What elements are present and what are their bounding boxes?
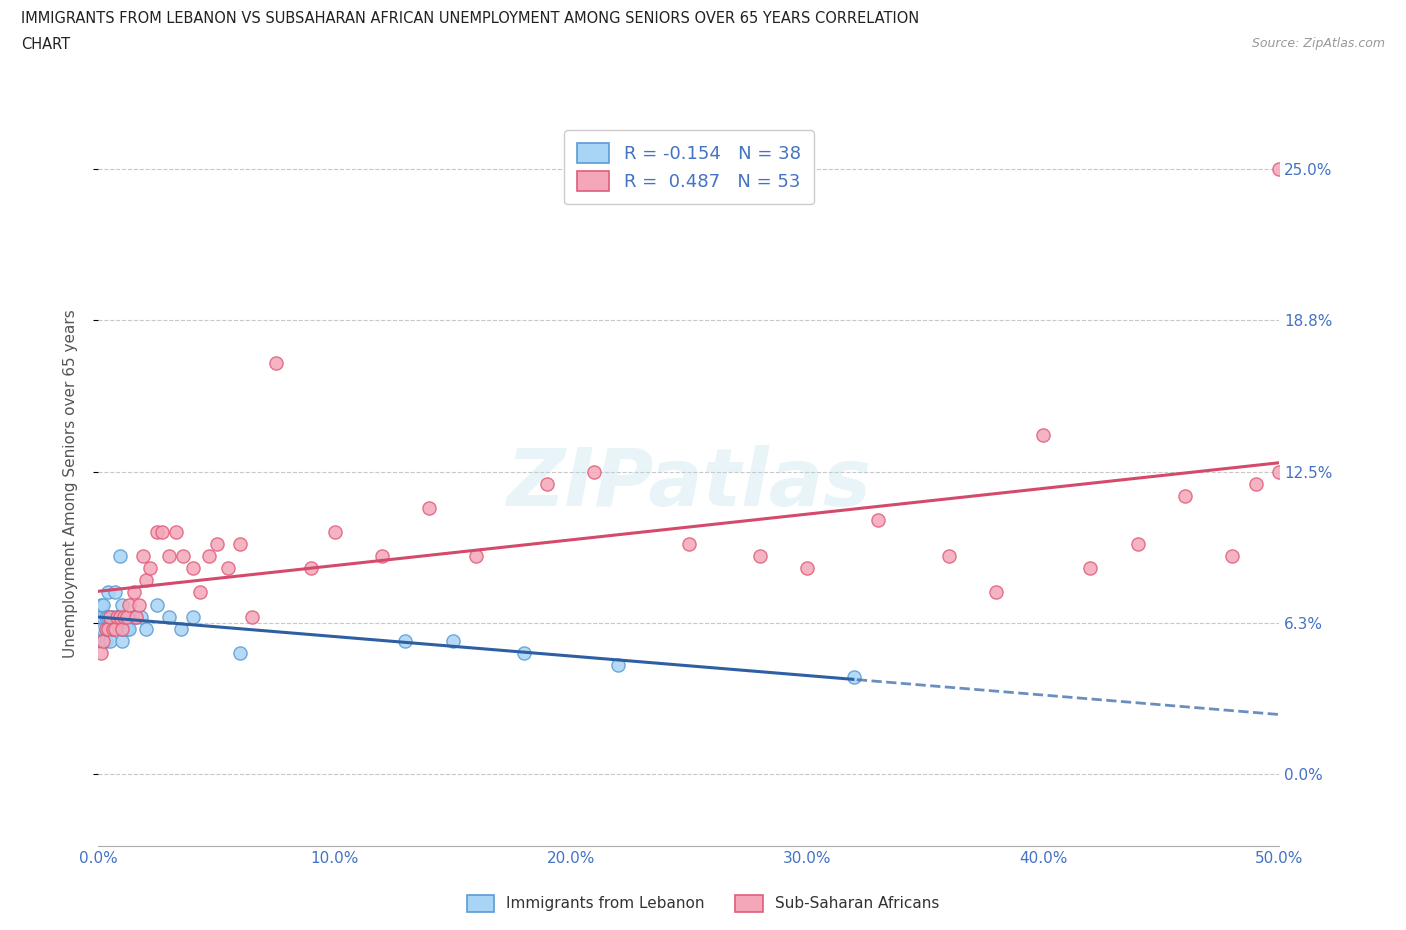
Point bbox=[217, 561, 239, 576]
Point bbox=[97, 621, 120, 636]
Point bbox=[198, 549, 221, 564]
Point bbox=[111, 621, 134, 636]
Point bbox=[111, 621, 134, 636]
Point bbox=[844, 670, 866, 684]
Point bbox=[91, 621, 114, 636]
Point bbox=[1220, 549, 1243, 564]
Point bbox=[512, 645, 534, 660]
Point bbox=[394, 633, 416, 648]
Point bbox=[105, 609, 128, 624]
Point bbox=[115, 609, 138, 624]
Legend: R = -0.154   N = 38, R =  0.487   N = 53: R = -0.154 N = 38, R = 0.487 N = 53 bbox=[564, 130, 814, 205]
Point bbox=[91, 633, 114, 648]
Point bbox=[111, 633, 134, 648]
Point bbox=[299, 561, 322, 576]
Point bbox=[118, 621, 141, 636]
Point bbox=[139, 561, 162, 576]
Point bbox=[90, 597, 112, 612]
Point bbox=[94, 609, 117, 624]
Point bbox=[91, 597, 114, 612]
Point bbox=[1032, 428, 1054, 443]
Point bbox=[118, 597, 141, 612]
Point bbox=[1080, 561, 1102, 576]
Point bbox=[1174, 488, 1197, 503]
Point bbox=[172, 549, 194, 564]
Text: IMMIGRANTS FROM LEBANON VS SUBSAHARAN AFRICAN UNEMPLOYMENT AMONG SENIORS OVER 65: IMMIGRANTS FROM LEBANON VS SUBSAHARAN AF… bbox=[21, 11, 920, 26]
Point bbox=[465, 549, 488, 564]
Point bbox=[188, 585, 211, 600]
Point bbox=[323, 525, 346, 539]
Point bbox=[108, 609, 131, 624]
Point bbox=[122, 585, 145, 600]
Point bbox=[678, 537, 700, 551]
Point bbox=[1268, 162, 1291, 177]
Point bbox=[583, 464, 606, 479]
Point bbox=[98, 609, 121, 624]
Point bbox=[101, 609, 124, 624]
Point bbox=[170, 621, 193, 636]
Point bbox=[418, 500, 440, 515]
Point bbox=[181, 609, 204, 624]
Point bbox=[1126, 537, 1149, 551]
Point bbox=[90, 633, 112, 648]
Point bbox=[90, 645, 112, 660]
Point bbox=[441, 633, 464, 648]
Point bbox=[984, 585, 1007, 600]
Y-axis label: Unemployment Among Seniors over 65 years: Unemployment Among Seniors over 65 years bbox=[63, 309, 77, 658]
Point bbox=[157, 549, 180, 564]
Point bbox=[607, 658, 630, 672]
Point bbox=[94, 621, 117, 636]
Point bbox=[748, 549, 770, 564]
Point bbox=[101, 621, 124, 636]
Point bbox=[146, 597, 169, 612]
Point bbox=[129, 609, 152, 624]
Point bbox=[229, 537, 252, 551]
Point bbox=[128, 597, 150, 612]
Point bbox=[101, 621, 124, 636]
Point bbox=[229, 645, 252, 660]
Point bbox=[94, 621, 117, 636]
Point bbox=[165, 525, 187, 539]
Point bbox=[1268, 464, 1291, 479]
Point bbox=[132, 549, 155, 564]
Point bbox=[91, 609, 114, 624]
Point bbox=[104, 585, 127, 600]
Text: CHART: CHART bbox=[21, 37, 70, 52]
Point bbox=[98, 609, 121, 624]
Point bbox=[938, 549, 960, 564]
Point bbox=[98, 633, 121, 648]
Point bbox=[157, 609, 180, 624]
Point bbox=[104, 621, 127, 636]
Point bbox=[122, 609, 145, 624]
Point bbox=[112, 621, 135, 636]
Point bbox=[97, 609, 120, 624]
Point bbox=[97, 621, 120, 636]
Point bbox=[115, 621, 138, 636]
Point bbox=[135, 621, 157, 636]
Point bbox=[371, 549, 394, 564]
Point bbox=[112, 609, 135, 624]
Point bbox=[150, 525, 173, 539]
Point bbox=[796, 561, 818, 576]
Legend: Immigrants from Lebanon, Sub-Saharan Africans: Immigrants from Lebanon, Sub-Saharan Afr… bbox=[460, 889, 946, 918]
Text: Source: ZipAtlas.com: Source: ZipAtlas.com bbox=[1251, 37, 1385, 50]
Point bbox=[1244, 476, 1267, 491]
Point bbox=[105, 609, 128, 624]
Point bbox=[135, 573, 157, 588]
Point bbox=[866, 512, 889, 527]
Point bbox=[536, 476, 558, 491]
Point bbox=[181, 561, 204, 576]
Point bbox=[108, 549, 131, 564]
Text: ZIPatlas: ZIPatlas bbox=[506, 445, 872, 523]
Point bbox=[240, 609, 263, 624]
Point bbox=[264, 355, 287, 370]
Point bbox=[97, 585, 120, 600]
Point bbox=[125, 609, 148, 624]
Point bbox=[125, 609, 148, 624]
Point bbox=[94, 633, 117, 648]
Point bbox=[111, 597, 134, 612]
Point bbox=[205, 537, 228, 551]
Point bbox=[146, 525, 169, 539]
